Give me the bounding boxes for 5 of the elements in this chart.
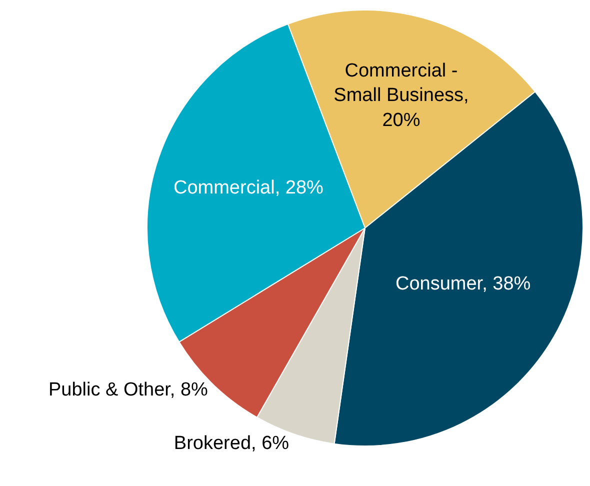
slice-label: Public & Other, 8% xyxy=(48,379,208,400)
slice-label: Brokered, 6% xyxy=(174,433,290,454)
slice-label: Commercial, 28% xyxy=(173,178,324,199)
slice-label: Commercial - Small Business, 20% xyxy=(334,60,469,131)
slice-label: Consumer, 38% xyxy=(395,273,531,294)
